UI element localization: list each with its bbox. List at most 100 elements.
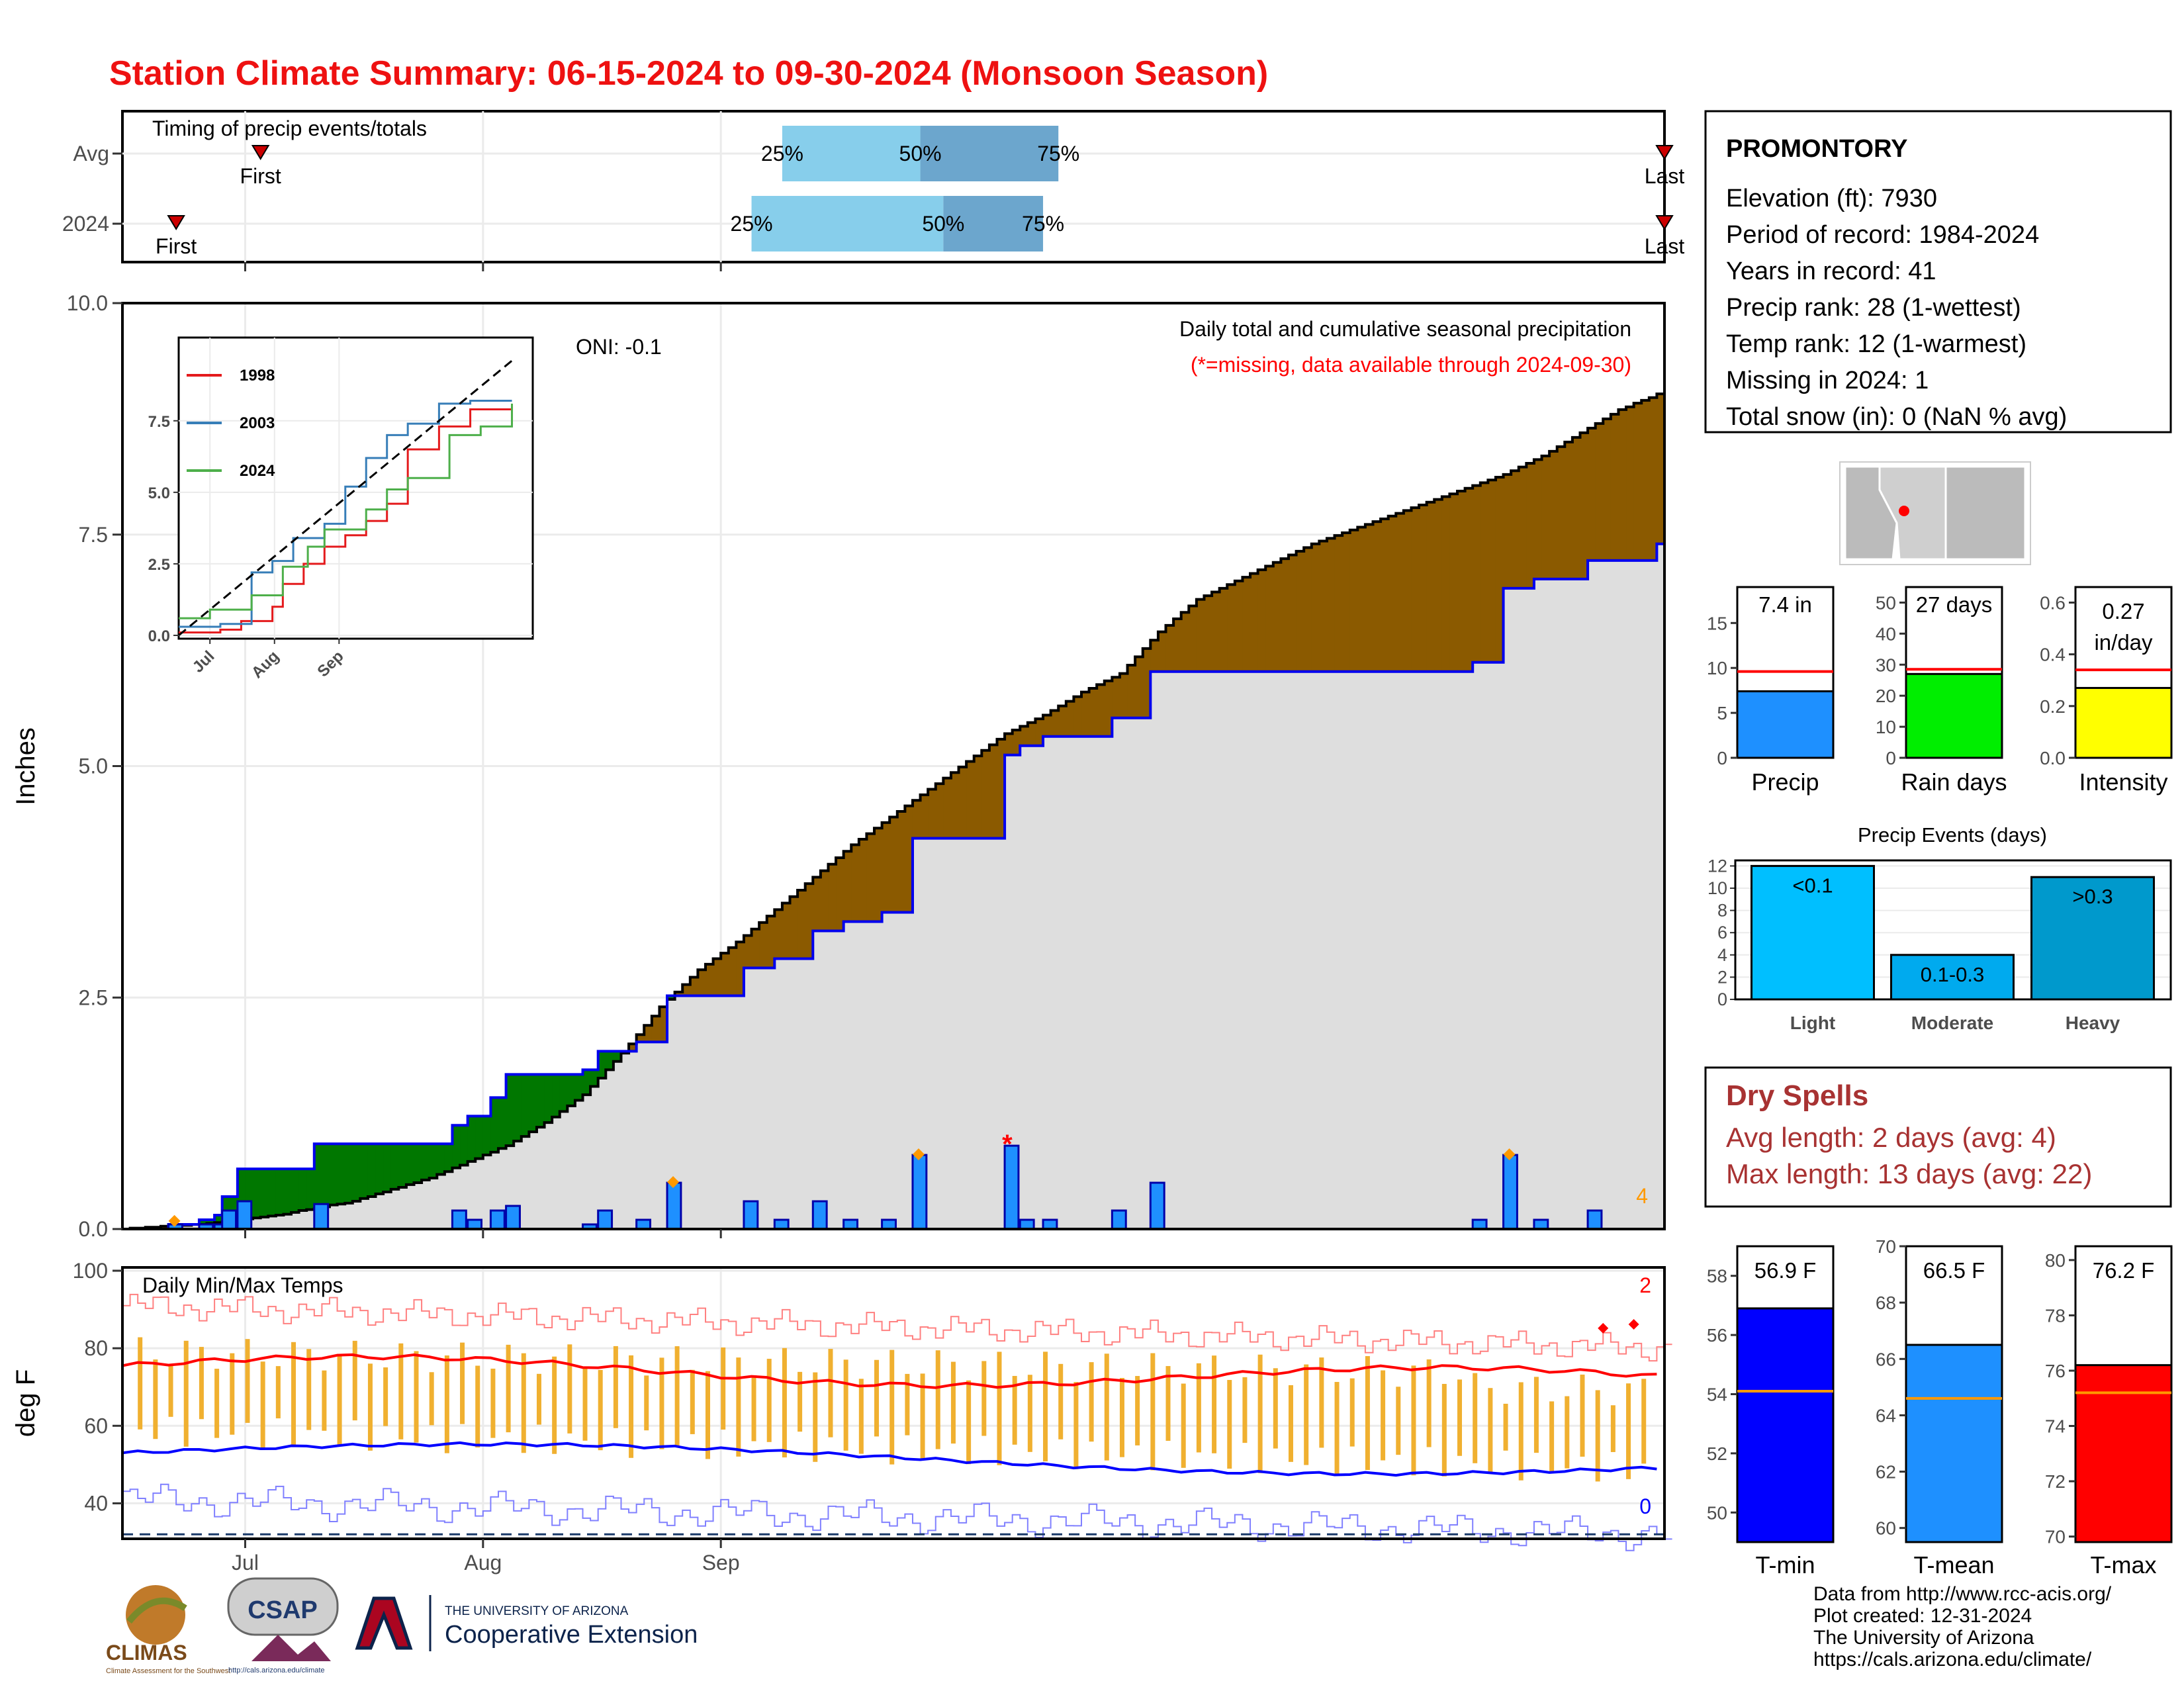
events-tick-label: 4: [1717, 945, 1727, 965]
wet-anomaly-band: [667, 995, 676, 1000]
dry-anomaly-band: [659, 1007, 668, 1042]
timing-quantile-label: 75%: [1037, 142, 1079, 165]
daily-temp-range-bar: [997, 1351, 1002, 1465]
dry-anomaly-band: [1441, 496, 1451, 672]
dry-anomaly-band: [1027, 722, 1036, 746]
dry-anomaly-band: [1457, 490, 1466, 672]
daily-temp-range-bar: [275, 1366, 281, 1419]
temp-bar-value-label: 76.2 F: [2093, 1258, 2155, 1283]
cumulative-2024-line: [122, 542, 1664, 1230]
temperature-summary-bars: 50 52 54 56 58 56.9 F T-min 60 62 64 66 68 70 66.5 F T…: [1707, 1236, 2173, 1578]
record-high-line: [122, 1293, 1672, 1362]
wet-anomaly-band: [521, 1074, 529, 1137]
dry-anomaly-band: [1511, 471, 1520, 588]
dry-anomaly-band: [1165, 625, 1174, 672]
wet-anomaly-band: [590, 1070, 599, 1087]
station-info-line: Precip rank: 28 (1-wettest): [1726, 294, 2021, 322]
daily-temp-range-bar: [1565, 1396, 1570, 1469]
dry-anomaly-band: [843, 851, 852, 922]
timing-q50-q75-bar: [920, 126, 1059, 181]
oni-label: ONI: -0.1: [576, 335, 662, 359]
heavy-event-marker: [1503, 1148, 1516, 1161]
mini-bar-tick-label: 40: [1876, 623, 1896, 644]
dry-anomaly-band: [636, 1034, 645, 1042]
daily-temp-range-bar: [429, 1372, 434, 1426]
wet-anomaly-band: [398, 1144, 407, 1188]
dry-anomaly-band: [782, 903, 791, 959]
dry-anomaly-band: [1127, 665, 1136, 718]
wet-anomaly-band: [482, 1116, 492, 1156]
mini-bar-tick-label: 5: [1717, 703, 1727, 723]
temp-bar-tick-label: 74: [2045, 1416, 2066, 1437]
daily-temp-range-bar: [1349, 1378, 1355, 1447]
dry-anomaly-band: [866, 833, 875, 922]
daily-temp-range-bar: [245, 1339, 250, 1423]
daily-temp-range-bar: [1257, 1354, 1263, 1473]
location-map: [1839, 461, 2031, 565]
dry-anomaly-band: [1281, 559, 1289, 672]
dry-anomaly-band: [935, 784, 944, 839]
daily-precip-bar: [743, 1200, 759, 1230]
wet-anomaly-band: [345, 1144, 353, 1203]
daily-temp-range-bar: [183, 1340, 189, 1447]
inset-y-tick-label: 7.5: [148, 413, 170, 431]
dry-anomaly-band: [905, 805, 913, 913]
timing-first-marker: [251, 145, 270, 160]
daily-temp-range-bar: [843, 1359, 848, 1451]
temp-bar-tick-label: 76: [2045, 1361, 2066, 1381]
daily-precip-bar: [505, 1205, 521, 1230]
dry-anomaly-band: [1595, 423, 1604, 561]
dry-anomaly-band: [1242, 577, 1251, 672]
record-low-count: 0: [1639, 1494, 1651, 1518]
timing-last-marker: [1655, 215, 1674, 230]
daily-temp-range-bar: [1089, 1362, 1094, 1442]
events-bar-bin-label: >0.3: [2072, 885, 2113, 908]
daily-temp-range-bar: [1150, 1353, 1156, 1471]
inset-y-tick-label: 0.0: [148, 627, 170, 645]
daily-temp-range-bar: [1181, 1383, 1186, 1468]
daily-precip-bar: [1042, 1218, 1058, 1230]
daily-temp-range-bar: [1012, 1375, 1017, 1445]
dry-anomaly-band: [797, 890, 806, 959]
mini-bar-tick-label: 20: [1876, 686, 1896, 706]
daily-temp-range-bar: [751, 1377, 756, 1441]
temp-y-tick-label: 60: [84, 1414, 108, 1438]
inset-series-line: [179, 403, 514, 619]
temp-y-axis-label: deg F: [11, 1369, 40, 1437]
dry-anomaly-band: [1142, 648, 1151, 718]
climas-logo-subtext: Climate Assessment for the Southwest: [106, 1667, 230, 1675]
dry-anomaly-band: [813, 877, 821, 931]
wet-anomaly-band: [337, 1144, 345, 1205]
wet-anomaly-band: [275, 1169, 285, 1216]
dry-anomaly-band: [1104, 680, 1113, 737]
wet-anomaly-band: [283, 1169, 292, 1214]
footer-credit-line: The University of Arizona: [1813, 1627, 2034, 1649]
temp-bar-category-label: T-min: [1756, 1551, 1815, 1578]
dry-anomaly-band: [1495, 477, 1504, 663]
wet-anomaly-band: [414, 1144, 422, 1183]
university-of-arizona-logo-mark: [355, 1596, 413, 1650]
temp-frame: [121, 1266, 1666, 1540]
mini-bar-category-label: Intensity: [2079, 768, 2167, 796]
daily-temp-range-bar: [674, 1346, 680, 1446]
daily-temp-range-bar: [1196, 1363, 1201, 1453]
dry-anomaly-band: [1012, 729, 1021, 755]
timing-quantile-label: 50%: [899, 142, 942, 165]
dry-spells-box: Dry Spells Avg length: 2 days (avg: 4) Max…: [1704, 1066, 2172, 1208]
events-tick-label: 12: [1707, 856, 1727, 876]
temp-bar-category-label: T-mean: [1913, 1551, 1994, 1578]
wet-anomaly-band: [506, 1074, 514, 1146]
record-low-line: [122, 1483, 1672, 1551]
daily-temp-range-bar: [659, 1357, 664, 1449]
precip-y-tick-label: 7.5: [79, 523, 108, 547]
dry-anomaly-band: [1081, 692, 1090, 737]
daily-temp-range-bar: [1212, 1355, 1217, 1453]
events-tick-label: 6: [1717, 923, 1727, 942]
dry-anomaly-band: [1426, 502, 1435, 672]
daily-precip-bar: [842, 1218, 859, 1230]
daily-temp-range-bar: [813, 1372, 818, 1462]
daily-temp-range-bar: [1304, 1364, 1309, 1465]
climas-logo-swoosh: [126, 1597, 187, 1624]
dry-anomaly-band: [820, 870, 829, 931]
daily-temp-range-bar: [1319, 1357, 1324, 1448]
